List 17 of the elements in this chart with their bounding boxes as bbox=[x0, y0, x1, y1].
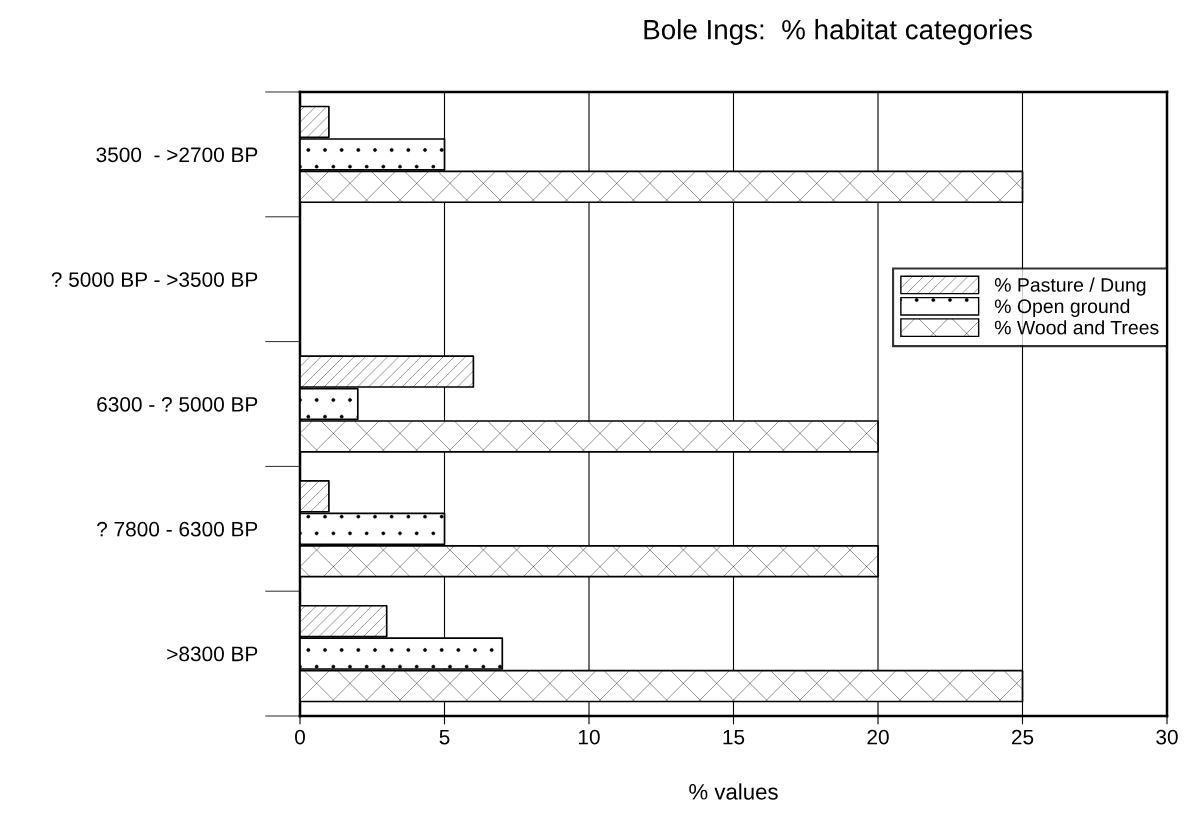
y-tick-label: ? 7800 - 6300 BP bbox=[97, 521, 258, 537]
x-axis-title: % values bbox=[689, 783, 778, 800]
x-tick-label: 15 bbox=[723, 729, 745, 745]
legend-label: % Pasture / Dung bbox=[994, 277, 1146, 296]
legend-label: % Wood and Trees bbox=[994, 320, 1159, 335]
y-tick-label: 6300 - ? 5000 BP bbox=[97, 397, 258, 412]
legend-label: % Open ground bbox=[994, 298, 1130, 317]
y-tick-label: ? 5000 BP - >3500 BP bbox=[51, 272, 258, 287]
y-tick-label: 3500 - >2700 BP bbox=[96, 147, 258, 163]
x-tick-label: 10 bbox=[579, 729, 600, 745]
y-tick-label: >8300 BP bbox=[167, 646, 258, 662]
chart-title: Bole Ings: % habitat categories bbox=[644, 19, 1032, 45]
x-tick-label: 20 bbox=[867, 729, 889, 745]
x-tick-label: 5 bbox=[439, 729, 450, 745]
x-tick-label: 0 bbox=[295, 729, 305, 745]
x-tick-label: 25 bbox=[1011, 729, 1034, 745]
x-tick-label: 30 bbox=[1156, 729, 1178, 745]
